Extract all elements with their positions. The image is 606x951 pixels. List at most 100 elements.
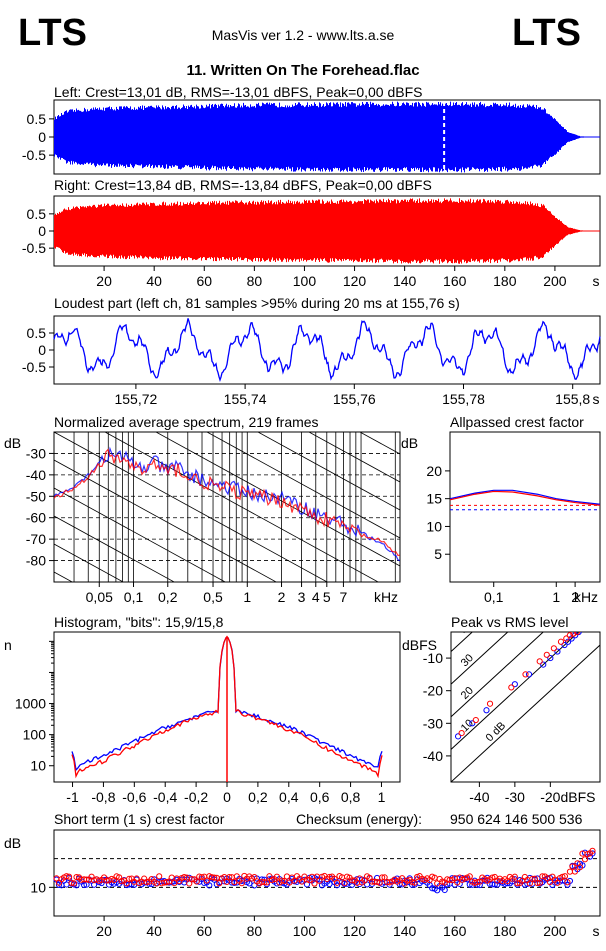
histogram-xtick-label: -0,2 xyxy=(184,789,208,805)
short-term-crest-point-right xyxy=(489,874,496,881)
short-term-crest-point-right xyxy=(163,879,170,886)
average-spectrum-ytick-label: -70 xyxy=(26,531,46,547)
loudest-part-ytick-label: -0.5 xyxy=(22,359,46,375)
loudest-part-ytick-label: 0.5 xyxy=(27,325,47,341)
average-spectrum-xtick-label: 0,05 xyxy=(86,589,113,605)
peak-vs-rms-point-left xyxy=(575,632,582,636)
short-term-crest-point-right xyxy=(63,873,70,880)
short-term-crest-point-right xyxy=(526,880,533,887)
app-title: MasVis ver 1.2 - www.lts.a.se xyxy=(212,27,395,43)
peak-rms-ylabel: dBFS xyxy=(402,637,437,653)
average-spectrum-series-right xyxy=(54,448,400,557)
short-term-crest-point-right xyxy=(226,873,233,881)
peak-vs-rms-xtick-label: -30 xyxy=(505,789,525,805)
spectrum-slope-line xyxy=(104,432,379,582)
short-term-crest-point-right xyxy=(561,873,569,880)
spectrum-slope-line xyxy=(206,432,400,539)
peak-vs-rms-point-right xyxy=(566,632,573,639)
short-term-crest-point-right xyxy=(514,880,521,887)
crest-line-label: 40 xyxy=(459,619,476,636)
histogram-ytick-label: 1000 xyxy=(15,696,46,712)
loudest-part-title: Loudest part (left ch, 81 samples >95% d… xyxy=(54,295,460,311)
right-waveform-ytick-label: 0.5 xyxy=(27,206,47,222)
short-term-crest-point-right xyxy=(381,874,388,881)
spectrum-ylabel: dB xyxy=(4,435,21,451)
average-spectrum-ytick-label: -50 xyxy=(26,488,46,504)
spectrum-slope-line xyxy=(54,515,176,582)
average-spectrum-xtick-label: 1 xyxy=(243,589,251,605)
short-term-crest-point-right xyxy=(181,874,188,881)
histogram-ytick-label: 10 xyxy=(30,758,46,774)
short-term-crest-point-right xyxy=(311,880,318,887)
peak-vs-rms-point-right xyxy=(508,684,515,691)
short-term-crest-point-right xyxy=(193,878,200,885)
right-waveform-xtick-label: 40 xyxy=(146,273,162,289)
loudest-part-xtick-label: 155,8 xyxy=(555,391,590,407)
short-term-crest-point-right xyxy=(261,879,268,886)
crest-line xyxy=(451,644,600,782)
short-term-crest-point-right xyxy=(454,879,461,886)
peak-vs-rms-point-right xyxy=(458,729,465,737)
spectrum-slope-line xyxy=(308,432,400,483)
short-term-crest-point-right xyxy=(564,879,571,886)
short-term-crest-point-right xyxy=(589,847,596,854)
right-waveform-title: Right: Crest=13,84 dB, RMS=-13,84 dBFS, … xyxy=(54,177,432,193)
short-term-crest-xtick-label: 200 xyxy=(543,923,567,939)
peak-vs-rms-point-left xyxy=(564,638,572,645)
short-term-crest-point-right xyxy=(273,873,281,880)
histogram-ylabel: n xyxy=(4,637,12,653)
peak-vs-rms-ytick-label: -10 xyxy=(423,650,443,666)
loudest-part-xtick-label: 155,76 xyxy=(333,391,376,407)
short-term-crest-point-left xyxy=(55,881,63,889)
average-spectrum-xtick-label: 3 xyxy=(298,589,306,605)
spectrum-slope-line xyxy=(257,432,400,511)
peak-vs-rms-point-right xyxy=(570,632,577,637)
right-waveform-xtick-label: 80 xyxy=(247,273,263,289)
short-term-crest-point-right xyxy=(73,873,80,881)
peak-vs-rms-point-right xyxy=(522,671,529,678)
average-spectrum-xtick-label: 2 xyxy=(278,589,286,605)
short-term-crest-point-right xyxy=(546,878,554,886)
short-term-crest-point-right xyxy=(569,863,576,870)
crest-line xyxy=(451,632,474,653)
short-term-crest-point-right xyxy=(399,875,406,882)
short-term-crest-point-right xyxy=(529,875,536,882)
peak-vs-rms-xtick-label: -40 xyxy=(469,789,489,805)
spectrum-slope-line xyxy=(54,432,328,582)
left-waveform-title: Left: Crest=13,01 dB, RMS=-13,01 dBFS, P… xyxy=(54,84,422,100)
short-term-crest-point-left xyxy=(441,886,448,894)
short-term-crest-point-right xyxy=(211,874,218,881)
histogram-xtick-label: -0,6 xyxy=(122,789,146,805)
average-spectrum-xtick-label: 5 xyxy=(323,589,331,605)
checksum-label: Checksum (energy): xyxy=(296,811,422,827)
right-waveform-xtick-label: 100 xyxy=(293,273,317,289)
spectrum-slope-line xyxy=(54,543,125,582)
short-term-crest-point-right xyxy=(411,879,418,886)
peak-vs-rms-ytick-label: -30 xyxy=(423,715,443,731)
right-waveform-xtick-label: 160 xyxy=(443,273,467,289)
short-term-crest-xunit: s xyxy=(593,923,600,939)
peak-vs-rms-point-left xyxy=(483,707,490,714)
short-term-crest-point-right xyxy=(348,877,356,884)
histogram-xtick-label: 0 xyxy=(223,789,231,805)
left-waveform-ytick-label: 0 xyxy=(38,129,46,145)
average-spectrum-xtick-label: 0,2 xyxy=(158,589,178,605)
spectrum-slope-line xyxy=(54,459,277,582)
average-spectrum-ytick-label: -30 xyxy=(26,445,46,461)
short-term-crest-xtick-label: 180 xyxy=(493,923,517,939)
histogram-xtick-label: 0,8 xyxy=(341,789,361,805)
allpassed-crest-title: Allpassed crest factor xyxy=(450,414,584,430)
short-term-crest-point-right xyxy=(414,873,421,881)
peak-vs-rms-point-right xyxy=(557,638,565,645)
right-waveform-xtick-label: 120 xyxy=(343,273,367,289)
average-spectrum-ytick-label: -40 xyxy=(26,467,46,483)
short-term-crest-point-right xyxy=(83,876,90,883)
peak-vs-rms-point-right xyxy=(543,651,550,658)
short-term-crest-point-right xyxy=(534,879,541,887)
histogram-ytick-label: 100 xyxy=(23,727,47,743)
short-term-crest-point-right xyxy=(198,874,205,881)
histogram-xtick-label: 1 xyxy=(378,789,386,805)
short-term-crest-point-right xyxy=(126,875,133,882)
peak-vs-rms-point-right xyxy=(563,635,570,642)
